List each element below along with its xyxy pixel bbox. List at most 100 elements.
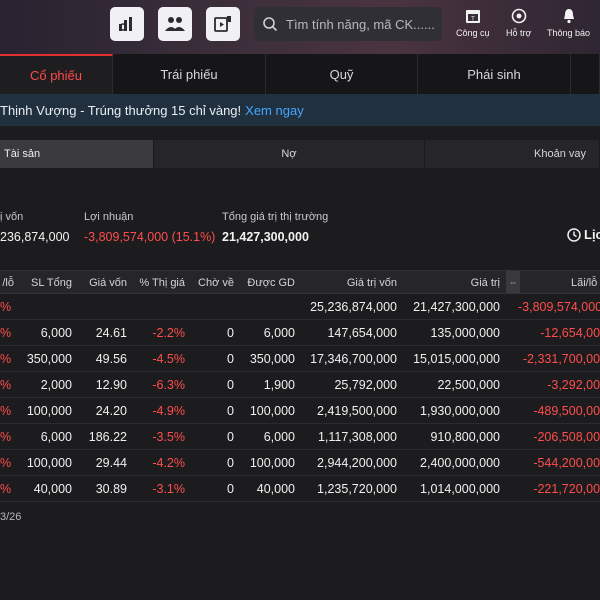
market-value: 21,427,300,000 bbox=[222, 230, 309, 244]
row-cost-price: 12.90 bbox=[95, 378, 127, 392]
support-label: Hỗ trợ bbox=[506, 28, 532, 38]
row-market-pct: -4.5% bbox=[152, 352, 185, 366]
bell-icon bbox=[563, 9, 574, 24]
row-total-qty: 350,000 bbox=[26, 352, 72, 366]
col-cost-price[interactable]: Giá vốn bbox=[89, 277, 127, 289]
table-row[interactable]: % 2,000 12.90 -6.3% 0 1,900 25,792,000 22,500,0… bbox=[0, 372, 600, 398]
video-doc-button[interactable] bbox=[206, 7, 240, 41]
row-profit-loss: -3,292,000 bbox=[547, 378, 600, 392]
profit-label: Lợi nhuận bbox=[84, 211, 134, 223]
row-profit-loss: -544,200,000 bbox=[533, 456, 600, 470]
row-total-qty: 100,000 bbox=[26, 404, 72, 418]
asset-class-tabs: Cổ phiếu Trái phiếu Quỹ Phái sinh bbox=[0, 54, 600, 94]
tab-bonds[interactable]: Trái phiếu bbox=[113, 54, 266, 94]
row-market-value: 910,800,000 bbox=[430, 430, 500, 444]
tab-derivatives[interactable]: Phái sinh bbox=[418, 54, 571, 94]
row-pending: 0 bbox=[227, 326, 234, 340]
row-pending: 0 bbox=[227, 378, 234, 392]
table-row[interactable]: % 100,000 24.20 -4.9% 0 100,000 2,419,500,000 1… bbox=[0, 398, 600, 424]
group-users-button[interactable] bbox=[158, 7, 192, 41]
row-pct: % bbox=[0, 352, 12, 366]
row-pending: 0 bbox=[227, 456, 234, 470]
col-tradable[interactable]: Được GD bbox=[247, 277, 295, 289]
chart-money-button[interactable] bbox=[110, 7, 144, 41]
row-market-value: 135,000,000 bbox=[430, 326, 500, 340]
row-cost-value: 25,792,000 bbox=[334, 378, 397, 392]
svg-text:T: T bbox=[471, 17, 475, 23]
col-pending[interactable]: Chờ về bbox=[198, 277, 234, 289]
row-cost-value: 147,654,000 bbox=[327, 326, 397, 340]
profit-value: -3,809,574,000 (15.1%) bbox=[84, 230, 216, 244]
row-pending: 0 bbox=[227, 482, 234, 496]
total-value: 21,427,300,000 bbox=[413, 300, 500, 314]
row-cost-value: 1,235,720,000 bbox=[317, 482, 397, 496]
table-row[interactable]: % 40,000 30.89 -3.1% 0 40,000 1,235,720,000 1,0… bbox=[0, 476, 600, 502]
row-tradable: 6,000 bbox=[263, 326, 295, 340]
col-market-value[interactable]: Giá trị bbox=[470, 277, 500, 289]
row-pct: % bbox=[0, 482, 12, 496]
table-row[interactable]: % 100,000 29.44 -4.2% 0 100,000 2,944,200,000 2… bbox=[0, 450, 600, 476]
row-profit-loss: -12,654,000 bbox=[540, 326, 600, 340]
row-profit-loss: -206,508,000 bbox=[533, 430, 600, 444]
row-tradable: 1,900 bbox=[263, 378, 295, 392]
row-pct: % bbox=[0, 378, 12, 392]
row-total-qty: 6,000 bbox=[40, 430, 72, 444]
row-total-qty: 2,000 bbox=[40, 378, 72, 392]
row-market-value: 1,014,000,000 bbox=[420, 482, 500, 496]
group-users-icon bbox=[165, 17, 185, 31]
row-market-pct: -4.2% bbox=[152, 456, 185, 470]
row-pct: % bbox=[0, 326, 12, 340]
col-market-pct[interactable]: % Thị giá bbox=[139, 277, 185, 289]
search-input[interactable]: Tìm tính năng, mã CK...... bbox=[254, 7, 442, 41]
row-tradable: 100,000 bbox=[249, 404, 295, 418]
video-doc-icon bbox=[214, 16, 231, 32]
table-row[interactable]: % 350,000 49.56 -4.5% 0 350,000 17,346,700,000… bbox=[0, 346, 600, 372]
col-pl-pct[interactable]: /lỗ bbox=[2, 277, 14, 289]
row-pending: 0 bbox=[227, 352, 234, 366]
col-profit-loss[interactable]: Lãi/lỗ bbox=[571, 277, 598, 289]
row-cost-price: 30.89 bbox=[95, 482, 127, 496]
history-button[interactable]: Lịc bbox=[567, 227, 600, 242]
row-market-pct: -2.2% bbox=[152, 326, 185, 340]
total-cost: 25,236,874,000 bbox=[310, 300, 397, 314]
row-profit-loss: -489,500,000 bbox=[533, 404, 600, 418]
clock-icon bbox=[567, 227, 581, 242]
row-market-value: 15,015,000,000 bbox=[413, 352, 500, 366]
total-pct: % bbox=[0, 300, 12, 314]
tools-menu[interactable]: T Công cụ bbox=[456, 8, 490, 38]
row-pending: 0 bbox=[227, 430, 234, 444]
row-total-qty: 100,000 bbox=[26, 456, 72, 470]
subtab-debt[interactable]: Nợ bbox=[154, 140, 425, 168]
tab-more[interactable] bbox=[571, 54, 600, 94]
tools-label: Công cụ bbox=[456, 28, 490, 38]
banner-link[interactable]: Xem ngay bbox=[245, 102, 304, 118]
promo-banner: Thịnh Vượng - Trúng thưởng 15 chỉ vàng! … bbox=[0, 94, 600, 126]
table-row[interactable]: % 6,000 24.61 -2.2% 0 6,000 147,654,000 135,000… bbox=[0, 320, 600, 346]
table-total-row: % 25,236,874,000 21,427,300,000 -3,809,5… bbox=[0, 294, 600, 320]
tab-funds[interactable]: Quỹ bbox=[266, 54, 418, 94]
row-market-value: 2,400,000,000 bbox=[420, 456, 500, 470]
column-resize-handle[interactable]: ⇔ bbox=[506, 271, 520, 293]
row-cost-price: 24.61 bbox=[95, 326, 127, 340]
col-total-qty[interactable]: SL Tổng bbox=[31, 277, 72, 289]
tab-stocks[interactable]: Cổ phiếu bbox=[0, 54, 113, 94]
search-icon bbox=[263, 17, 278, 32]
row-cost-value: 2,419,500,000 bbox=[317, 404, 397, 418]
support-menu[interactable]: Hỗ trợ bbox=[506, 8, 531, 38]
subtab-assets[interactable]: Tài sản bbox=[0, 140, 154, 168]
row-cost-price: 29.44 bbox=[95, 456, 127, 470]
row-cost-price: 49.56 bbox=[95, 352, 127, 366]
table-row[interactable]: % 6,000 186.22 -3.5% 0 6,000 1,117,308,000 910,… bbox=[0, 424, 600, 450]
row-tradable: 6,000 bbox=[263, 430, 295, 444]
row-market-pct: -3.5% bbox=[152, 430, 185, 444]
row-cost-value: 17,346,700,000 bbox=[310, 352, 397, 366]
row-pct: % bbox=[0, 430, 12, 444]
total-profit-loss: -3,809,574,000 bbox=[518, 300, 600, 314]
subtab-loans[interactable]: Khoản vay bbox=[425, 140, 600, 168]
notifications-menu[interactable]: Thông báo bbox=[547, 8, 590, 38]
history-label: Lịc bbox=[584, 227, 600, 242]
row-total-qty: 40,000 bbox=[33, 482, 72, 496]
col-cost-value[interactable]: Giá trị vốn bbox=[346, 277, 397, 289]
search-placeholder: Tìm tính năng, mã CK...... bbox=[286, 16, 435, 32]
row-tradable: 40,000 bbox=[256, 482, 295, 496]
